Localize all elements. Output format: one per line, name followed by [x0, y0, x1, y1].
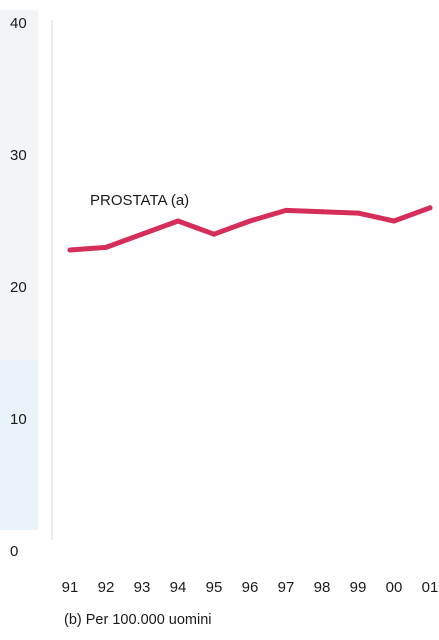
y-tick-label: 20	[10, 279, 27, 296]
footnote: (b) Per 100.000 uomini	[64, 612, 212, 628]
series-point	[247, 218, 253, 224]
series-point	[427, 205, 433, 211]
y-tick-label: 0	[10, 543, 18, 560]
series-point	[391, 218, 397, 224]
x-tick-labels: 91 92 93 94 95 96 97 98 99 00 01	[62, 579, 439, 596]
y-tick-label: 10	[10, 411, 27, 428]
x-tick-label: 96	[242, 579, 259, 596]
x-tick-label: 94	[170, 579, 187, 596]
x-tick-label: 92	[98, 579, 115, 596]
series-point	[211, 231, 217, 237]
y-tick-labels: 0 10 20 30 40	[10, 15, 27, 560]
series-point	[355, 210, 361, 216]
series-point	[139, 231, 145, 237]
x-tick-label: 97	[278, 579, 295, 596]
left-margin-band-grey	[0, 10, 38, 360]
y-tick-label: 40	[10, 15, 27, 32]
x-tick-label: 00	[386, 579, 403, 596]
series-annotation-label: PROSTATA (a)	[90, 192, 189, 209]
x-tick-label: 91	[62, 579, 79, 596]
series-line	[67, 205, 433, 253]
series-point	[103, 244, 109, 250]
series-point	[175, 218, 181, 224]
y-tick-label: 30	[10, 147, 27, 164]
series-point	[67, 247, 73, 253]
x-tick-label: 95	[206, 579, 223, 596]
left-margin-band-blue	[0, 360, 38, 530]
series-point	[283, 207, 289, 213]
x-tick-label: 01	[422, 579, 439, 596]
series-layer	[67, 205, 433, 253]
x-tick-label: 99	[350, 579, 367, 596]
series-point	[319, 209, 325, 215]
x-tick-label: 93	[134, 579, 151, 596]
x-tick-label: 98	[314, 579, 331, 596]
